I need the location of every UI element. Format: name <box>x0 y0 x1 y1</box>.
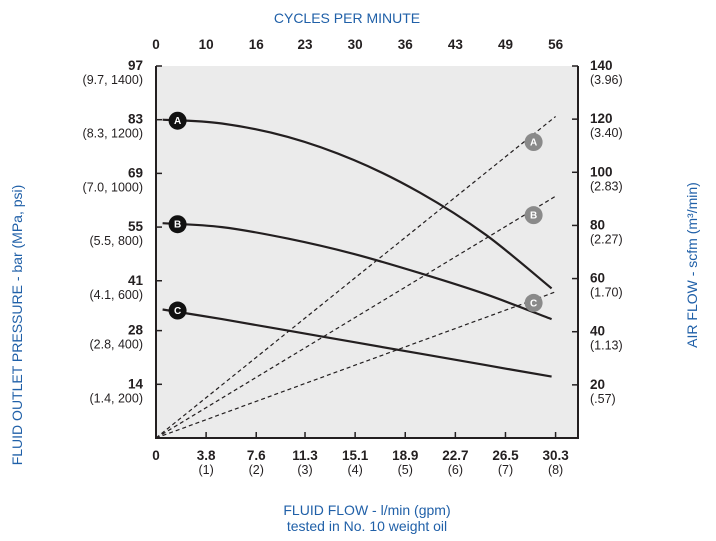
y-right-tick-label: 40 <box>590 324 605 339</box>
pressure-marker-circle <box>168 301 187 320</box>
y-right-tick-sublabel: (2.83) <box>590 179 623 193</box>
airflow-marker-circle <box>524 133 543 152</box>
airflow-marker-circle <box>524 293 543 312</box>
x-bottom-tick-sublabel: (7) <box>498 463 513 477</box>
y-left-tick-sublabel: (2.8, 400) <box>89 338 143 352</box>
airflow-line-b <box>155 195 556 439</box>
x-bottom-tick-label: 15.1 <box>342 448 369 463</box>
tick-labels: 0 3.8(1) 7.6(2) 11.3(3) 15.1(4) 18.9(5) 22.7(6… <box>83 37 623 477</box>
y-right-tick-label: 100 <box>590 164 613 179</box>
y-right-tick-sublabel: (.57) <box>590 392 616 406</box>
y-left-tick-sublabel: (9.7, 1400) <box>83 73 143 87</box>
series-markers: A B C A B C <box>168 111 543 320</box>
pressure-marker-label: B <box>174 220 181 231</box>
pressure-marker-circle <box>168 111 187 130</box>
y-right-tick-sublabel: (3.96) <box>590 73 623 87</box>
ticks <box>155 65 578 438</box>
x-bottom-tick-label: 7.6 <box>247 448 266 463</box>
airflow-marker-b: B <box>524 206 543 225</box>
x-top-tick-label: 23 <box>298 37 314 52</box>
x-top-tick-label: 49 <box>498 37 513 52</box>
left-axis-title: FLUID OUTLET PRESSURE - bar (MPa, psi) <box>9 185 25 466</box>
pressure-curve-b <box>162 222 552 321</box>
y-right-tick-sublabel: (3.40) <box>590 126 623 140</box>
pressure-marker-a: A <box>168 111 187 130</box>
pressure-marker-c: C <box>168 301 187 320</box>
pressure-curve-c <box>162 308 552 378</box>
x-bottom-tick-label: 30.3 <box>542 448 569 463</box>
airflow-line-c <box>155 291 556 439</box>
airflow-marker-label: B <box>530 211 537 222</box>
x-bottom-tick-sublabel: (3) <box>297 463 312 477</box>
bottom-axis-title-line2: tested in No. 10 weight oil <box>287 518 447 534</box>
right-axis-title: AIR FLOW - scfm (m³/min) <box>684 182 700 348</box>
y-right-tick-label: 60 <box>590 271 605 286</box>
airflow-marker-circle <box>524 206 543 225</box>
y-left-tick-label: 14 <box>128 376 144 391</box>
pressure-marker-circle <box>168 215 187 234</box>
x-bottom-tick-sublabel: (8) <box>548 463 563 477</box>
y-left-tick-label: 83 <box>128 112 144 127</box>
y-left-tick-sublabel: (1.4, 200) <box>89 391 143 405</box>
y-left-tick-label: 41 <box>128 273 144 288</box>
x-bottom-tick-sublabel: (2) <box>249 463 264 477</box>
x-bottom-tick-sublabel: (1) <box>198 463 213 477</box>
y-left-tick-sublabel: (7.0, 1000) <box>83 180 143 194</box>
pressure-curve-a <box>162 118 553 290</box>
curves <box>155 116 556 439</box>
y-left-tick-label: 55 <box>128 219 144 234</box>
x-bottom-tick-sublabel: (5) <box>398 463 413 477</box>
airflow-marker-label: C <box>530 298 537 309</box>
pressure-marker-label: C <box>174 306 181 317</box>
x-bottom-tick-label: 18.9 <box>392 448 418 463</box>
y-right-tick-label: 120 <box>590 111 613 126</box>
x-top-tick-label: 36 <box>398 37 414 52</box>
y-right-tick-label: 20 <box>590 377 605 392</box>
top-axis-title: CYCLES PER MINUTE <box>274 10 420 26</box>
x-bottom-tick-label: 0 <box>152 448 160 463</box>
y-right-tick-sublabel: (1.13) <box>590 339 623 353</box>
y-right-tick-label: 80 <box>590 217 605 232</box>
pressure-marker-label: A <box>174 116 181 127</box>
x-top-tick-label: 16 <box>249 37 265 52</box>
axis-frame <box>155 66 579 439</box>
bottom-axis-title-line1: FLUID FLOW - l/min (gpm) <box>283 502 450 518</box>
plot-area <box>156 66 578 438</box>
y-right-tick-sublabel: (1.70) <box>590 286 623 300</box>
x-bottom-tick-sublabel: (6) <box>448 463 463 477</box>
y-left-tick-sublabel: (5.5, 800) <box>89 234 143 248</box>
y-left-tick-sublabel: (4.1, 600) <box>89 288 143 302</box>
x-bottom-tick-label: 11.3 <box>292 448 318 463</box>
y-left-tick-label: 28 <box>128 323 144 338</box>
airflow-marker-c: C <box>524 293 543 312</box>
airflow-marker-a: A <box>524 133 543 152</box>
x-bottom-tick-label: 3.8 <box>197 448 216 463</box>
x-top-tick-label: 10 <box>199 37 214 52</box>
x-top-tick-label: 30 <box>348 37 363 52</box>
airflow-line-a <box>155 116 556 439</box>
y-left-tick-label: 69 <box>128 165 143 180</box>
airflow-marker-label: A <box>530 138 537 149</box>
y-right-tick-label: 140 <box>590 58 613 73</box>
x-top-tick-label: 43 <box>448 37 464 52</box>
y-right-tick-sublabel: (2.27) <box>590 232 623 246</box>
x-top-tick-label: 56 <box>548 37 564 52</box>
pressure-marker-b: B <box>168 215 187 234</box>
x-top-tick-label: 0 <box>152 37 160 52</box>
x-bottom-tick-label: 26.5 <box>492 448 519 463</box>
x-bottom-tick-sublabel: (4) <box>347 463 362 477</box>
x-bottom-tick-label: 22.7 <box>442 448 468 463</box>
y-left-tick-label: 97 <box>128 58 143 73</box>
y-left-tick-sublabel: (8.3, 1200) <box>83 127 143 141</box>
